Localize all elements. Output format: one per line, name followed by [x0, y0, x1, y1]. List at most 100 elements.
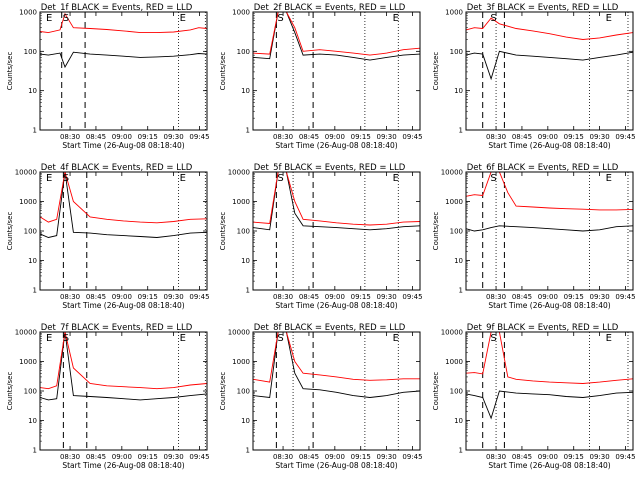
- y-tick-label: 100: [24, 228, 37, 236]
- x-tick-label: 09:00: [112, 453, 132, 461]
- x-tick-label: 08:30: [60, 453, 80, 461]
- chart-title: Det_5f BLACK = Events, RED = LLD: [254, 163, 406, 173]
- y-tick-label: 10: [28, 257, 37, 265]
- y-axis-label: Counts/sec: [219, 372, 227, 411]
- x-tick-label: 09:30: [377, 293, 397, 301]
- time-flag-label: S: [63, 333, 69, 344]
- x-tick-label: 08:45: [299, 133, 319, 141]
- y-tick-label: 1000: [19, 9, 37, 17]
- x-tick-label: 08:30: [60, 133, 80, 141]
- y-tick-label: 10000: [228, 169, 250, 177]
- plot-frame: [39, 171, 208, 291]
- time-flag-label: E: [46, 173, 52, 184]
- time-flag-label: S: [63, 13, 69, 24]
- chart-panel-4: Det_4f BLACK = Events, RED = LLD 1 10 100 10…: [6, 163, 210, 310]
- x-tick-label: 09:15: [351, 453, 371, 461]
- chart-title: Det_1f BLACK = Events, RED = LLD: [41, 3, 193, 13]
- x-tick-label: 09:15: [351, 293, 371, 301]
- y-axis-label: Counts/sec: [6, 52, 14, 91]
- y-axis-label: Counts/sec: [6, 212, 14, 251]
- chart-panel-5: Det_5f BLACK = Events, RED = LLD 1 10 100 10…: [219, 163, 423, 310]
- x-tick-label: 09:15: [564, 293, 584, 301]
- x-tick-label: 09:45: [615, 293, 635, 301]
- x-tick-label: 09:15: [138, 293, 158, 301]
- time-flag-label: S: [490, 333, 496, 344]
- y-tick-label: 1000: [232, 9, 250, 17]
- plot-frame: [252, 11, 421, 131]
- x-tick-label: 08:45: [512, 133, 532, 141]
- x-tick-label: 09:15: [564, 453, 584, 461]
- chart-panel-6: Det_6f BLACK = Events, RED = LLD 1 10 100 10…: [432, 163, 636, 310]
- x-tick-label: 08:30: [486, 293, 506, 301]
- x-tick-label: 09:30: [164, 453, 184, 461]
- y-tick-label: 1000: [445, 9, 463, 17]
- y-tick-label: 100: [237, 388, 250, 396]
- y-tick-label: 100: [237, 228, 250, 236]
- y-tick-label: 100: [237, 48, 250, 56]
- x-tick-label: 09:30: [590, 133, 610, 141]
- chart-title: Det_8f BLACK = Events, RED = LLD: [254, 323, 406, 333]
- lld-series-line: [465, 17, 634, 40]
- y-tick-label: 1: [246, 127, 250, 135]
- chart-panel-7: Det_7f BLACK = Events, RED = LLD 1 10 100 10…: [6, 323, 210, 470]
- x-tick-label: 09:30: [164, 293, 184, 301]
- time-flag-label: E: [180, 173, 186, 184]
- time-flag-label: E: [180, 13, 186, 24]
- lld-series-line: [465, 331, 634, 384]
- chart-title: Det_6f BLACK = Events, RED = LLD: [467, 163, 619, 173]
- x-tick-label: 09:45: [615, 453, 635, 461]
- x-axis-label: Start Time (26-Aug-08 08:18:40): [62, 301, 184, 310]
- chart-title: Det_4f BLACK = Events, RED = LLD: [41, 163, 193, 173]
- x-tick-label: 09:00: [112, 293, 132, 301]
- x-tick-label: 09:15: [564, 133, 584, 141]
- chart-panel-1: Det_1f BLACK = Events, RED = LLD 1 10 100 10…: [6, 3, 210, 150]
- x-tick-label: 09:00: [112, 133, 132, 141]
- chart-panel-8: Det_8f BLACK = Events, RED = LLD 1 10 100 10…: [219, 323, 423, 470]
- y-tick-label: 10: [28, 417, 37, 425]
- x-tick-label: 09:45: [189, 133, 209, 141]
- x-tick-label: 09:45: [189, 293, 209, 301]
- y-axis-label: Counts/sec: [219, 52, 227, 91]
- time-flag-label: S: [63, 173, 69, 184]
- x-tick-label: 08:45: [86, 133, 106, 141]
- x-tick-label: 09:30: [377, 453, 397, 461]
- y-tick-label: 100: [450, 228, 463, 236]
- time-flag-label: E: [393, 333, 399, 344]
- chart-title: Det_3f BLACK = Events, RED = LLD: [467, 3, 619, 13]
- events-series-line: [465, 390, 634, 420]
- chart-panel-3: Det_3f BLACK = Events, RED = LLD 1 10 100 10…: [432, 3, 636, 150]
- x-tick-label: 09:15: [351, 133, 371, 141]
- y-axis-label: Counts/sec: [432, 52, 440, 91]
- x-tick-label: 08:45: [512, 293, 532, 301]
- x-tick-label: 08:45: [86, 293, 106, 301]
- chart-title: Det_7f BLACK = Events, RED = LLD: [41, 323, 193, 333]
- time-flag-label: S: [277, 333, 283, 344]
- chart-panel-2: Det_2f BLACK = Events, RED = LLD 1 10 100 10…: [219, 3, 423, 150]
- y-tick-label: 1: [246, 447, 250, 455]
- time-flag-label: S: [490, 13, 496, 24]
- x-tick-label: 08:30: [60, 293, 80, 301]
- y-axis-label: Counts/sec: [6, 372, 14, 411]
- y-tick-label: 1: [459, 127, 463, 135]
- plot-frame: [465, 331, 634, 451]
- events-series-line: [39, 331, 208, 401]
- x-tick-label: 08:30: [486, 453, 506, 461]
- x-tick-label: 09:45: [189, 453, 209, 461]
- y-tick-label: 10000: [15, 329, 37, 337]
- x-tick-label: 08:30: [273, 453, 293, 461]
- y-tick-label: 1000: [232, 358, 250, 366]
- y-tick-label: 100: [450, 388, 463, 396]
- x-tick-label: 09:45: [402, 293, 422, 301]
- plot-frame: [252, 171, 421, 291]
- x-tick-label: 09:15: [138, 453, 158, 461]
- lld-series-line: [39, 331, 208, 390]
- y-tick-label: 1000: [19, 198, 37, 206]
- y-tick-label: 1: [33, 127, 37, 135]
- events-series-line: [465, 50, 634, 81]
- x-tick-label: 09:00: [538, 453, 558, 461]
- x-tick-label: 08:45: [299, 453, 319, 461]
- y-tick-label: 1: [459, 287, 463, 295]
- x-tick-label: 09:30: [590, 293, 610, 301]
- x-tick-label: 09:00: [325, 453, 345, 461]
